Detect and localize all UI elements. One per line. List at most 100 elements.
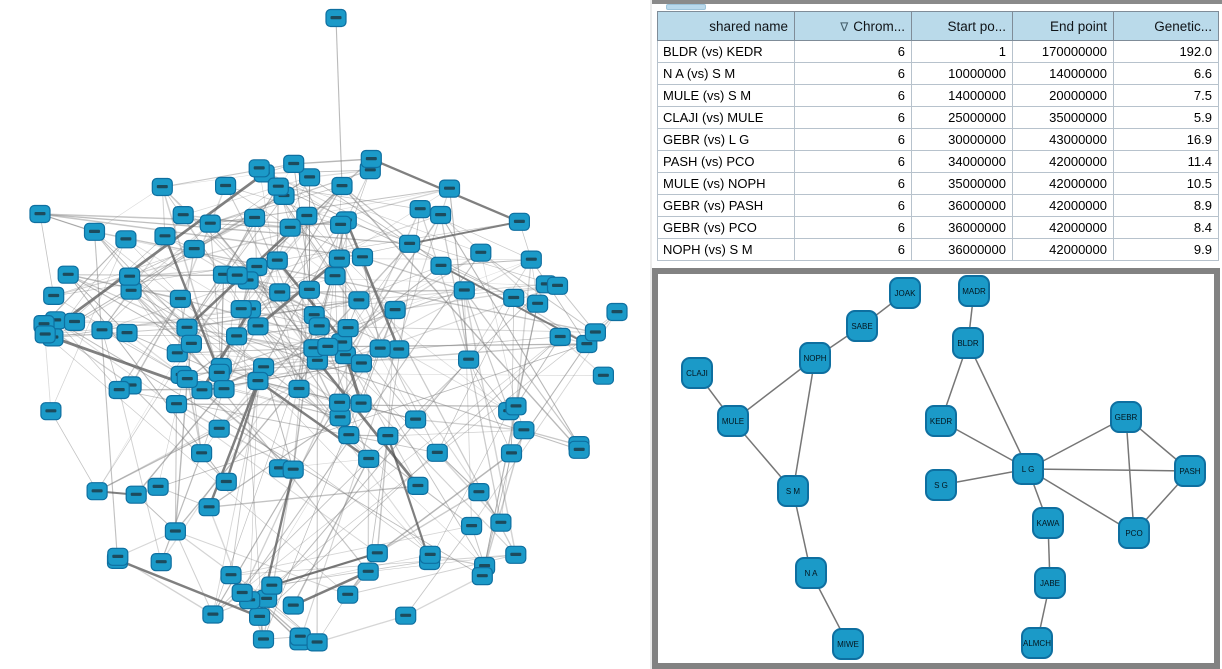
network-node[interactable] [490, 513, 512, 532]
network-node[interactable] [306, 633, 328, 652]
network-node[interactable] [324, 267, 346, 286]
network-node[interactable] [231, 583, 253, 603]
network-node[interactable] [208, 419, 230, 438]
network-node[interactable] [337, 319, 359, 338]
network-node[interactable] [298, 280, 320, 299]
network-node[interactable] [337, 585, 359, 604]
network-node[interactable] [330, 215, 352, 234]
network-node[interactable] [296, 206, 318, 225]
network-node-noph[interactable]: NOPH [799, 342, 831, 374]
network-node[interactable] [350, 354, 372, 373]
preview-network-canvas[interactable]: CLAJI MULE NOPH SABE JOAK S M N A MIWE MADR BLDR K… [658, 274, 1214, 663]
network-node[interactable] [308, 317, 330, 336]
network-node[interactable] [584, 323, 607, 342]
network-node-n-a[interactable]: N A [795, 557, 827, 589]
network-node[interactable] [317, 337, 339, 356]
main-network-view[interactable] [0, 0, 652, 669]
table-row[interactable]: GEBR (vs) PCO 6 36000000 42000000 8.4 [657, 216, 1219, 239]
network-node[interactable] [249, 607, 271, 626]
network-node[interactable] [34, 325, 56, 344]
network-node[interactable] [91, 321, 113, 340]
network-node[interactable] [377, 426, 399, 446]
network-node[interactable] [288, 379, 310, 398]
network-node[interactable] [151, 177, 173, 197]
network-node[interactable] [199, 214, 221, 233]
network-node[interactable] [409, 200, 431, 219]
network-node[interactable] [208, 363, 230, 382]
network-node[interactable] [125, 485, 147, 504]
network-node[interactable] [468, 483, 490, 502]
network-node[interactable] [329, 408, 351, 427]
column-header-chrom[interactable]: ∇ Chrom... [794, 11, 912, 41]
network-node[interactable] [198, 498, 220, 517]
network-node[interactable] [505, 545, 527, 564]
network-node[interactable] [83, 222, 106, 241]
table-row[interactable]: MULE (vs) NOPH 6 35000000 42000000 10.5 [657, 172, 1219, 195]
network-node[interactable] [430, 256, 452, 275]
table-row[interactable]: CLAJI (vs) MULE 6 25000000 35000000 5.9 [657, 106, 1219, 129]
network-node[interactable] [247, 317, 269, 336]
network-node[interactable] [395, 606, 417, 625]
table-row[interactable]: GEBR (vs) L G 6 30000000 43000000 16.9 [657, 128, 1219, 151]
network-node[interactable] [399, 234, 421, 253]
network-node[interactable] [165, 395, 188, 414]
network-node[interactable] [215, 176, 237, 195]
network-node[interactable] [606, 302, 628, 322]
network-node[interactable] [176, 318, 198, 337]
network-node[interactable] [568, 440, 590, 459]
network-node[interactable] [253, 358, 275, 377]
network-node[interactable] [252, 630, 275, 649]
network-node[interactable] [191, 381, 213, 400]
network-node[interactable] [248, 159, 270, 178]
network-node[interactable] [513, 421, 535, 440]
network-node-sabe[interactable]: SABE [846, 310, 878, 342]
network-node[interactable] [426, 443, 448, 462]
network-node[interactable] [461, 516, 483, 536]
network-node[interactable] [57, 265, 79, 284]
network-node[interactable] [282, 596, 304, 615]
network-node[interactable] [213, 380, 235, 399]
network-node[interactable] [508, 212, 530, 231]
panel-splitter[interactable] [650, 0, 652, 669]
network-node[interactable] [338, 426, 360, 445]
network-node[interactable] [169, 289, 191, 308]
network-node[interactable] [107, 547, 129, 566]
network-node-miwe[interactable]: MIWE [832, 628, 864, 660]
network-node[interactable] [325, 8, 347, 28]
network-node[interactable] [116, 323, 138, 343]
network-node[interactable] [283, 154, 305, 173]
network-node[interactable] [388, 340, 410, 359]
edge-attribute-table[interactable]: shared name ∇ Chrom... Start po... End point… [657, 11, 1219, 261]
network-node-almch[interactable]: ALMCH [1021, 627, 1053, 659]
network-node[interactable] [247, 371, 269, 391]
network-node[interactable] [419, 545, 441, 564]
network-node[interactable] [549, 327, 571, 346]
network-node[interactable] [526, 294, 549, 313]
network-node[interactable] [118, 267, 141, 286]
network-node[interactable] [405, 410, 427, 429]
network-node[interactable] [328, 249, 350, 268]
network-node[interactable] [503, 288, 525, 307]
network-node[interactable] [520, 250, 542, 269]
network-node[interactable] [226, 327, 248, 346]
table-row[interactable]: NOPH (vs) S M 6 36000000 42000000 9.9 [657, 238, 1219, 261]
network-node[interactable] [279, 218, 301, 237]
network-node-s-m[interactable]: S M [777, 475, 809, 507]
network-node[interactable] [220, 565, 242, 585]
network-node[interactable] [430, 205, 452, 225]
network-node-l-g[interactable]: L G [1012, 453, 1044, 485]
table-row[interactable]: GEBR (vs) PASH 6 36000000 42000000 8.9 [657, 194, 1219, 217]
network-node[interactable] [86, 482, 108, 501]
network-node[interactable] [348, 291, 370, 310]
column-header-start-po[interactable]: Start po... [911, 11, 1013, 41]
network-node[interactable] [180, 334, 202, 353]
network-node-joak[interactable]: JOAK [889, 277, 921, 309]
network-node[interactable] [289, 627, 311, 646]
network-node[interactable] [592, 366, 615, 385]
network-node[interactable] [329, 393, 351, 412]
network-node[interactable] [299, 168, 321, 187]
network-node[interactable] [154, 227, 176, 246]
network-node[interactable] [384, 300, 406, 320]
network-node[interactable] [366, 544, 388, 563]
network-node[interactable] [226, 266, 248, 285]
